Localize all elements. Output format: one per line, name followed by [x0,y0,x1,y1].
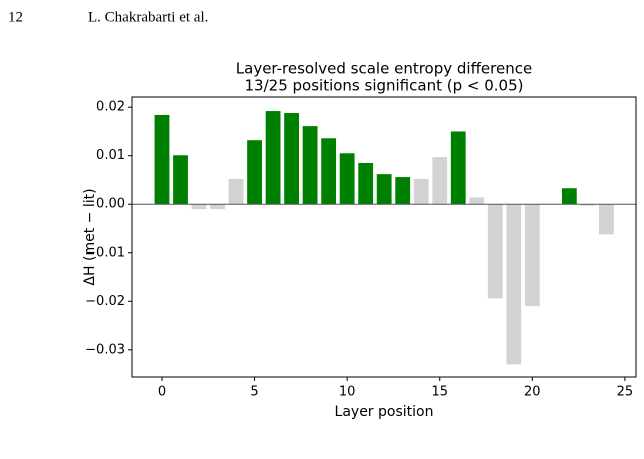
bar [302,126,318,205]
y-tick-label: 0.02 [96,100,125,115]
bar [561,188,577,205]
bar [487,204,503,299]
x-tick-label: 0 [158,385,166,400]
bar [524,204,540,307]
bar [413,179,429,205]
x-axis-label: Layer position [335,404,434,420]
y-axis-label: ΔH (met − lit) [82,188,98,285]
bar [265,111,281,205]
bar [450,131,466,205]
y-tick-label: −0.01 [85,245,125,260]
bar [580,204,596,206]
y-tick-label: −0.03 [85,342,125,357]
y-tick-label: 0.00 [96,197,125,212]
bar [395,177,411,205]
y-tick-label: 0.01 [96,148,125,163]
bar [321,138,337,205]
plot-frame [131,96,637,378]
x-tick-label: 5 [250,385,258,400]
running-head: L. Chakrabarti et al. [88,9,208,25]
x-tick-label: 15 [431,385,448,400]
bar [284,113,300,205]
bar [506,204,522,365]
chart-subtitle: 13/25 positions significant (p < 0.05) [245,77,524,95]
bar [228,179,244,205]
bar [173,155,188,205]
bar [191,204,207,210]
page-number: 12 [8,9,23,25]
chart-title: Layer-resolved scale entropy difference [236,60,532,78]
x-tick-label: 25 [617,385,634,400]
bar [339,153,355,205]
x-tick-label: 10 [339,385,356,400]
x-tick-label: 20 [524,385,541,400]
bar [247,140,262,205]
bar [210,204,225,210]
bar [154,114,170,205]
bar [432,157,448,205]
bar [598,204,614,235]
bar [358,162,374,205]
bar [376,174,392,205]
y-tick-label: −0.02 [85,294,125,309]
bar [469,197,485,205]
